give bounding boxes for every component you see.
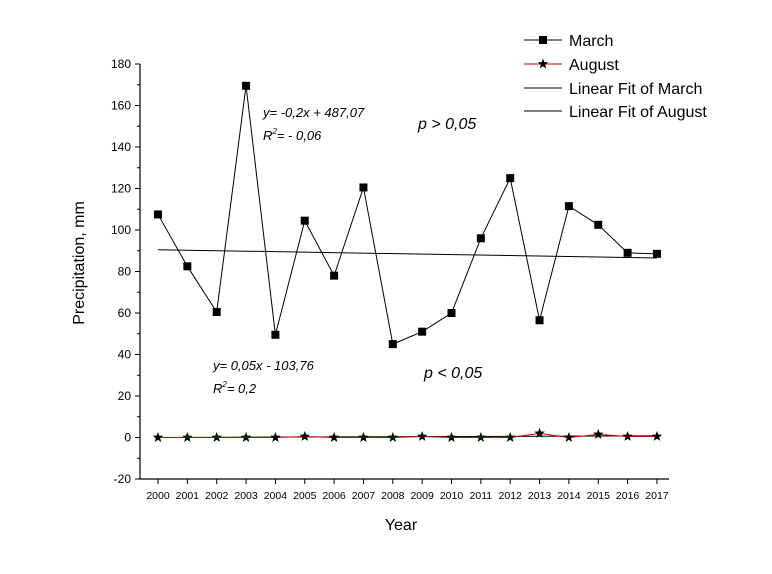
august-point [270, 432, 281, 442]
march-point [535, 316, 544, 325]
march-r2-prefix: R [263, 128, 272, 143]
august-point [182, 432, 193, 442]
august-r2-exponent: 2 [221, 380, 227, 389]
august-point [358, 432, 369, 442]
x-tick-label: 2002 [205, 490, 229, 502]
legend: March August Linear Fit of March Linear … [524, 33, 707, 121]
august-point [534, 427, 545, 438]
august-equation: y= 0,05x - 103,76 [212, 358, 315, 373]
x-tick-label: 2015 [587, 490, 611, 502]
march-fit-line [157, 249, 657, 259]
y-tick-label: 100 [111, 223, 131, 237]
x-tick-label: 2013 [528, 490, 552, 502]
p-value-upper: p > 0,05 [417, 116, 476, 133]
march-point [447, 309, 456, 317]
y-tick-label: 120 [111, 182, 131, 196]
x-tick-label: 2017 [645, 490, 669, 502]
y-tick-label: -20 [114, 472, 132, 486]
x-tick-label: 2007 [352, 490, 376, 502]
march-point [212, 307, 221, 316]
march-r2-exponent: 2 [271, 127, 277, 136]
march-point [476, 234, 485, 243]
y-tick-label: 180 [111, 57, 131, 71]
august-point [622, 430, 633, 441]
fit-lines [157, 249, 657, 438]
x-tick-label: 2004 [264, 490, 288, 502]
march-point [271, 330, 280, 339]
march-point [564, 202, 573, 211]
march-point [330, 271, 339, 280]
legend-march-marker [539, 36, 547, 44]
x-tick-label: 2001 [176, 490, 200, 502]
march-point [183, 262, 192, 271]
march-point [652, 249, 661, 258]
august-point [328, 432, 340, 442]
x-tick-label: 2016 [616, 490, 640, 502]
y-ticks: -20 0 20 40 60 80 100 120 140 160 180 [111, 57, 140, 486]
series-group [152, 81, 663, 442]
august-point [475, 432, 487, 442]
y-tick-label: 160 [111, 99, 131, 113]
y-tick-label: 0 [124, 431, 131, 445]
march-point [359, 183, 368, 192]
x-ticks: 2000 2001 2002 2003 2004 2005 2006 2007 2008 2009… [146, 479, 669, 502]
march-series-line [157, 85, 657, 345]
x-tick-label: 2005 [293, 490, 317, 502]
august-point [593, 428, 604, 439]
march-point [594, 220, 603, 229]
y-tick-label: 20 [118, 389, 132, 403]
august-point [211, 432, 222, 442]
y-tick-label: 140 [111, 140, 131, 154]
x-tick-label: 2006 [322, 490, 346, 502]
x-tick-label: 2011 [470, 490, 493, 502]
august-r2: R2= 0,2 [213, 380, 257, 396]
y-tick-label: 80 [118, 265, 132, 279]
august-point [152, 432, 164, 442]
legend-august-label: August [569, 57, 619, 74]
august-point [563, 432, 575, 442]
august-point [651, 430, 663, 441]
x-tick-label: 2010 [440, 490, 464, 502]
march-point [506, 174, 515, 183]
x-tick-label: 2008 [381, 490, 405, 502]
p-value-lower: p < 0,05 [423, 365, 482, 382]
x-tick-label: 2003 [234, 490, 258, 502]
y-tick-label: 40 [118, 348, 132, 362]
august-point [504, 432, 516, 442]
x-tick-label: 2009 [410, 490, 434, 502]
march-r2-value: = - 0,06 [277, 128, 322, 143]
march-r2: R2= - 0,06 [263, 127, 322, 143]
x-axis-title: Year [385, 517, 418, 534]
march-point [154, 210, 162, 219]
x-tick-label: 2014 [557, 490, 581, 502]
legend-august-fit-label: Linear Fit of August [569, 104, 707, 121]
august-r2-prefix: R [213, 381, 222, 396]
x-tick-label: 2000 [146, 490, 170, 502]
august-point [299, 430, 310, 441]
august-series-line [158, 432, 657, 439]
august-r2-value: = 0,2 [227, 381, 257, 396]
legend-march-fit-label: Linear Fit of March [569, 81, 702, 98]
legend-march-label: March [569, 33, 613, 50]
march-point [242, 81, 251, 90]
y-axis-title: Precipitation, mm [71, 201, 88, 325]
august-point [387, 432, 399, 442]
march-point [418, 327, 427, 336]
march-point [623, 248, 632, 257]
march-point [388, 340, 397, 349]
y-tick-label: 60 [118, 306, 132, 320]
august-point [446, 432, 457, 442]
x-tick-label: 2012 [499, 490, 523, 502]
august-point [416, 430, 428, 441]
august-point [240, 432, 252, 442]
march-equation: y= -0,2x + 487,07 [262, 105, 365, 120]
march-point [300, 216, 309, 225]
legend-august-marker [537, 58, 549, 69]
